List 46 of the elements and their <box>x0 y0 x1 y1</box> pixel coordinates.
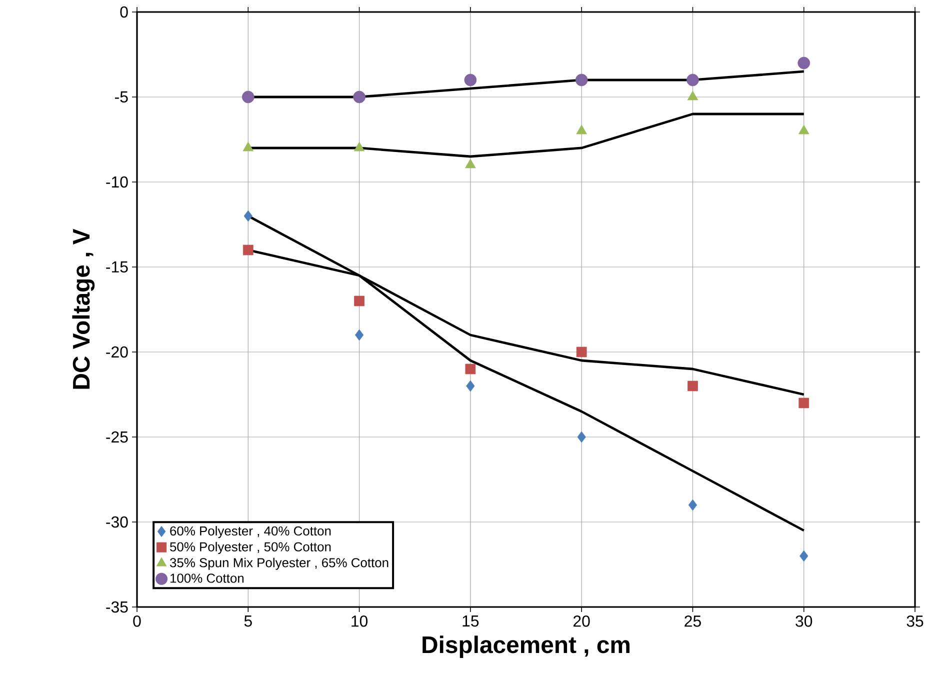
point <box>244 210 252 222</box>
x-tick-label: 15 <box>462 616 479 627</box>
point <box>354 142 365 152</box>
point <box>353 90 366 104</box>
y-tick-label: -15 <box>106 261 128 273</box>
legend-label: 35% Spun Mix Polyester , 65% Cotton <box>170 558 388 570</box>
point <box>242 90 254 104</box>
x-tick-label: 10 <box>352 616 368 627</box>
point <box>465 364 476 374</box>
point <box>576 346 587 358</box>
legend-label: 100% Cotton <box>170 574 244 583</box>
point <box>575 74 588 86</box>
point <box>354 329 364 341</box>
point <box>466 380 475 392</box>
y-tick-label: -35 <box>106 601 128 613</box>
point <box>798 56 810 70</box>
point <box>577 431 586 443</box>
x-tick-label: 30 <box>796 616 812 627</box>
legend-label: 50% Polyester , 50% Cotton <box>170 542 331 554</box>
point <box>242 244 254 256</box>
point <box>688 499 698 511</box>
y-tick-label: -5 <box>115 91 128 103</box>
y-tick-label: -20 <box>106 346 128 358</box>
point <box>798 398 810 408</box>
x-tick-label: 35 <box>906 616 924 627</box>
x-tick-label: 0 <box>133 616 141 627</box>
x-axis-title: Displacement , cm <box>422 636 630 658</box>
point <box>686 74 699 86</box>
x-tick-label: 25 <box>684 616 701 627</box>
y-axis-title: DC Voltage , V <box>72 228 95 389</box>
point <box>354 296 364 306</box>
point <box>798 124 810 134</box>
point <box>576 124 587 134</box>
point <box>242 142 254 152</box>
x-tick-label: 5 <box>244 616 252 627</box>
point <box>465 158 476 168</box>
y-tick-label: -10 <box>106 176 128 188</box>
y-tick-label: -30 <box>106 516 128 528</box>
point <box>688 380 698 392</box>
y-tick-label: -25 <box>106 431 128 443</box>
legend-label: 60% Polyester , 40% Cotton <box>170 526 331 538</box>
y-tick-label: 0 <box>120 6 128 18</box>
x-tick-label: 20 <box>574 616 590 627</box>
point <box>687 90 698 100</box>
point <box>464 74 477 86</box>
point <box>800 550 808 562</box>
